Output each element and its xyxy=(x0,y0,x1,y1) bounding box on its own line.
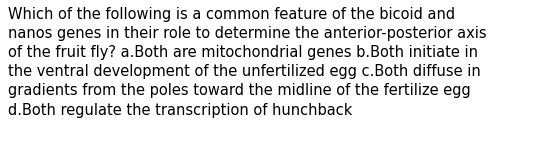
Text: Which of the following is a common feature of the bicoid and
nanos genes in thei: Which of the following is a common featu… xyxy=(8,7,487,118)
